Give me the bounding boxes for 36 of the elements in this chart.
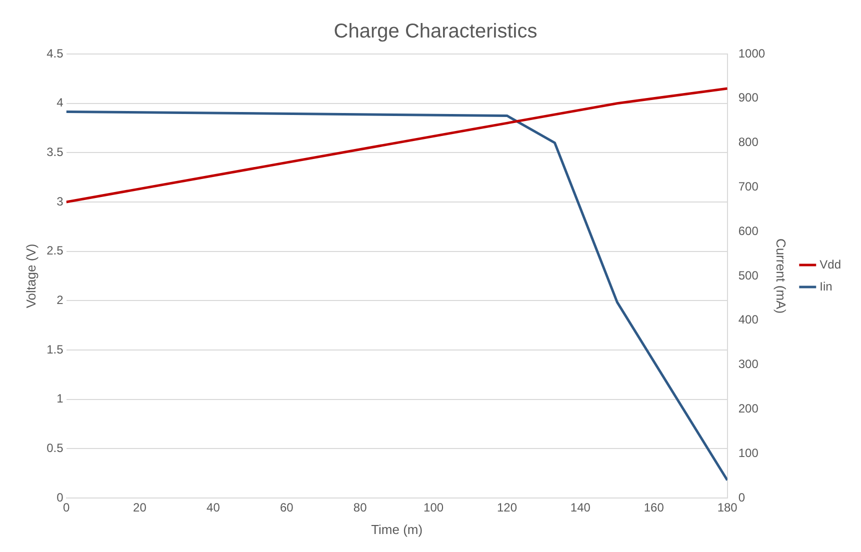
x-axis-title: Time (m) [371, 522, 423, 537]
y-axis-title: Voltage (V) [23, 244, 38, 308]
y2-tick-label: 300 [738, 357, 759, 372]
x-tick-label: 20 [133, 500, 147, 515]
y2-tick-label: 1000 [738, 46, 766, 60]
y-tick-label: 0 [56, 490, 64, 504]
y-tick-label: 3.5 [46, 144, 64, 159]
y2-tick-label: 500 [738, 268, 759, 282]
legend-label: Iin [820, 279, 832, 294]
x-tick-label: 140 [570, 500, 591, 515]
y-tick-label: 2.5 [46, 244, 64, 258]
y-tick-label: 1 [56, 392, 64, 406]
legend-label: Vdd [820, 257, 842, 272]
y2-tick-label: 900 [738, 90, 759, 105]
x-tick-label: 120 [496, 500, 518, 515]
x-tick-label: 40 [206, 500, 220, 515]
y-tick-label: 3 [56, 194, 64, 208]
y2-tick-label: 0 [738, 490, 746, 504]
y-tick-label: 2 [56, 292, 64, 307]
y2-axis-title: Current (mA) [773, 238, 788, 314]
y2-tick-label: 400 [738, 312, 759, 327]
y2-tick-label: 800 [738, 135, 759, 150]
chart-title: Charge Characteristics [334, 20, 538, 43]
y2-tick-label: 200 [738, 402, 759, 416]
y2-tick-label: 100 [738, 446, 759, 460]
y-tick-label: 4.5 [46, 46, 64, 60]
x-tick-label: 160 [644, 500, 664, 515]
y2-tick-label: 700 [738, 180, 759, 194]
y-tick-label: 4 [56, 96, 64, 110]
y2-tick-label: 600 [738, 224, 759, 238]
x-tick-label: 180 [717, 500, 738, 515]
x-tick-label: 80 [353, 500, 368, 515]
y-tick-label: 1.5 [46, 342, 64, 356]
y-tick-label: 0.5 [46, 440, 64, 455]
x-tick-label: 60 [280, 500, 294, 515]
x-tick-label: 100 [424, 500, 444, 515]
